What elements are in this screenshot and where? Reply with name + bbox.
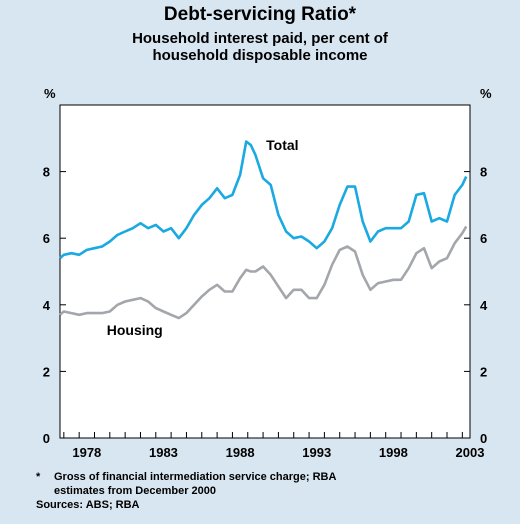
footnote-marker: * [36,471,41,483]
footnote-text: Gross of financial intermediation servic… [54,471,337,497]
series-lines [59,140,468,320]
tick-labels: 0 0 2 2 4 4 6 6 8 8 1978 1983 1988 1993 1998 2003 [43,165,488,460]
chart-subtitle-line-2: household disposable income [152,47,368,64]
y-unit-left: % [44,86,56,101]
sources: Sources: ABS; RBA [36,499,140,511]
chart-subtitle: Household interest paid, per cent of hou… [0,30,520,64]
series-line-total [59,140,468,260]
x-tick-label-1978: 1978 [72,445,101,460]
y-tick-label-left-8: 8 [43,165,50,180]
annotation-total: Total [266,137,298,153]
x-tick-label-1988: 1988 [226,445,255,460]
x-tick-label-1998: 1998 [379,445,408,460]
axis-ticks [60,171,470,439]
annotation-housing: Housing [107,322,163,338]
series-line-housing [59,225,468,320]
annotations: Total Housing [107,137,299,338]
y-tick-label-left-4: 4 [43,298,51,313]
chart-subtitle-line-1: Household interest paid, per cent of [132,30,388,47]
x-tick-label-1983: 1983 [149,445,178,460]
plot-area [59,104,471,439]
y-tick-label-left-6: 6 [43,231,50,246]
x-tick-label-1993: 1993 [302,445,331,460]
y-tick-label-right-2: 2 [480,364,487,379]
y-tick-label-right-6: 6 [480,231,487,246]
y-tick-label-right-4: 4 [480,298,488,313]
y-tick-label-left-2: 2 [43,364,50,379]
y-unit-right: % [480,86,492,101]
x-tick-label-2003: 2003 [456,445,485,460]
chart-title: Debt-servicing Ratio* [163,4,357,25]
y-tick-label-left-0: 0 [43,431,50,446]
y-tick-label-right-0: 0 [480,431,487,446]
y-tick-label-right-8: 8 [480,165,487,180]
